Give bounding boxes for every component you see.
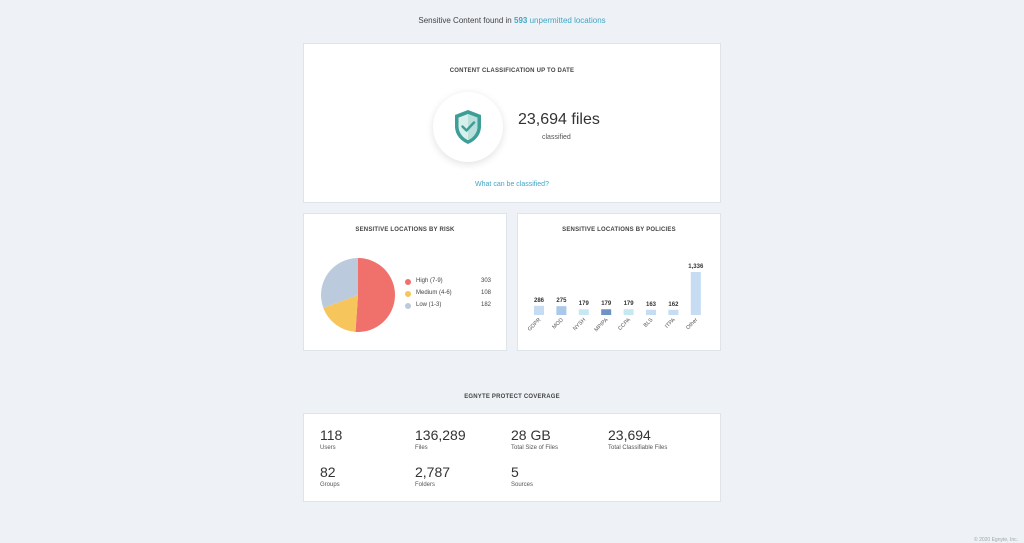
- bar-value-label: 179: [601, 301, 612, 307]
- stat-sources: 5 Sources: [511, 464, 533, 488]
- headline-count[interactable]: 593: [514, 16, 528, 25]
- bar-category-label: MOD: [551, 317, 564, 330]
- pie-slice-low[interactable]: [321, 258, 358, 308]
- risk-pie-chart: [321, 258, 395, 332]
- stat-groups: 82 Groups: [320, 464, 340, 488]
- stat-classifiable-label: Total Classifiable Files: [608, 445, 668, 451]
- legend-label-low: Low (1-3): [416, 302, 442, 308]
- shield-check-icon: [455, 110, 481, 144]
- bar-category-label: NYSH: [572, 317, 587, 332]
- classification-card: CONTENT CLASSIFICATION UP TO DATE 23,694…: [303, 43, 721, 203]
- bar-bls[interactable]: [646, 309, 656, 315]
- bar-category-label: ITPA: [664, 317, 677, 330]
- risk-title: SENSITIVE LOCATIONS BY RISK: [355, 227, 455, 233]
- files-classified-label: classified: [542, 134, 571, 141]
- legend-row-high: High (7-9) 303: [405, 278, 495, 290]
- stat-users-value: 118: [320, 427, 343, 443]
- headline: Sensitive Content found in 593 unpermitt…: [0, 16, 1024, 25]
- policies-title: SENSITIVE LOCATIONS BY POLICIES: [562, 227, 676, 233]
- stat-size: 28 GB Total Size of Files: [511, 427, 558, 451]
- stat-files: 136,289 Files: [415, 427, 466, 451]
- stat-classifiable: 23,694 Total Classifiable Files: [608, 427, 667, 451]
- coverage-title: EGNYTE PROTECT COVERAGE: [464, 394, 560, 400]
- stat-sources-label: Sources: [511, 482, 534, 488]
- stat-size-label: Total Size of Files: [511, 445, 559, 451]
- coverage-card: 118 Users 136,289 Files 28 GB Total Size…: [303, 413, 721, 502]
- bar-category-label: BLS: [643, 317, 655, 329]
- policies-bar-chart: 286 GDPR 275 MOD 179 NYSH 179 MPIPA 179 CCPA 163 BL…: [527, 264, 704, 333]
- bar-ccpa[interactable]: [623, 309, 634, 315]
- stat-files-label: Files: [415, 445, 428, 451]
- bar-category-label: MPIPA: [594, 317, 610, 333]
- stat-sources-value: 5: [511, 464, 519, 480]
- bar-mpipa[interactable]: [601, 309, 612, 315]
- stat-classifiable-value: 23,694: [608, 427, 651, 443]
- bar-value-label: 179: [579, 301, 590, 307]
- headline-prefix: Sensitive Content found in: [418, 16, 512, 25]
- legend-row-medium: Medium (4-6) 108: [405, 290, 495, 302]
- classification-title: CONTENT CLASSIFICATION UP TO DATE: [449, 68, 575, 74]
- legend-value-low: 182: [480, 302, 491, 308]
- bar-value-label: 179: [624, 301, 635, 307]
- copyright-footer: © 2020 Egnyte, Inc.: [974, 537, 1018, 543]
- stat-folders-label: Folders: [415, 482, 436, 488]
- stat-folders-value: 2,787: [415, 464, 451, 480]
- bar-itpa[interactable]: [668, 309, 679, 315]
- legend-dot-medium: [405, 291, 411, 297]
- legend-label-high: High (7-9): [416, 278, 443, 284]
- shield-badge: [433, 92, 503, 162]
- stat-users: 118 Users: [320, 427, 342, 451]
- pie-slice-medium[interactable]: [323, 295, 358, 332]
- bar-other[interactable]: [690, 272, 701, 315]
- stat-groups-label: Groups: [320, 482, 340, 488]
- stat-users-label: Users: [320, 445, 336, 451]
- bar-nysh[interactable]: [578, 309, 589, 315]
- bar-value-label: 286: [534, 298, 545, 304]
- risk-card: SENSITIVE LOCATIONS BY RISK High (7-9) 3…: [303, 213, 507, 351]
- bar-value-label: 162: [668, 302, 679, 308]
- stat-size-value: 28 GB: [511, 427, 551, 443]
- policies-card: SENSITIVE LOCATIONS BY POLICIES 286 GDPR 2…: [517, 213, 721, 351]
- what-can-be-classified-link[interactable]: What can be classified?: [475, 181, 549, 188]
- legend-dot-low: [405, 303, 411, 309]
- bar-gdpr[interactable]: [534, 305, 544, 315]
- legend-value-high: 303: [480, 278, 491, 284]
- risk-legend: High (7-9) 303 Medium (4-6) 108 Low (1-3…: [405, 278, 495, 314]
- bar-value-label: 1,336: [688, 264, 704, 270]
- bar-value-label: 275: [556, 298, 567, 304]
- headline-suffix-link[interactable]: unpermitted locations: [529, 16, 606, 25]
- stat-folders: 2,787 Folders: [415, 464, 450, 488]
- legend-dot-high: [405, 279, 411, 285]
- bar-mod[interactable]: [556, 306, 567, 315]
- bar-value-label: 163: [646, 302, 657, 308]
- legend-value-medium: 108: [480, 290, 491, 296]
- bar-category-label: CCPA: [617, 317, 632, 332]
- files-classified-count: 23,694 files: [518, 111, 600, 128]
- bar-category-label: Other: [685, 317, 699, 331]
- pie-slice-high[interactable]: [355, 258, 395, 332]
- stat-groups-value: 82: [320, 464, 336, 480]
- stat-files-value: 136,289: [415, 427, 466, 443]
- legend-row-low: Low (1-3) 182: [405, 302, 495, 314]
- legend-label-medium: Medium (4-6): [416, 290, 452, 296]
- bar-category-label: GDPR: [527, 317, 542, 332]
